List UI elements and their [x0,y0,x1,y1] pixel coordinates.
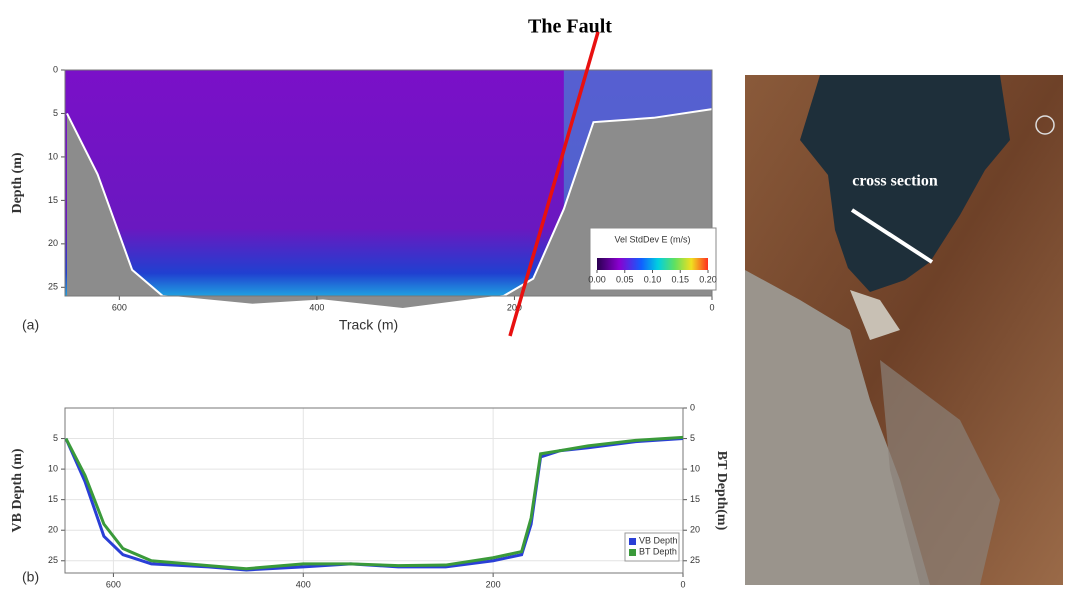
x-tick-label: 600 [106,579,121,589]
x-axis-label: Track (m) [339,317,398,333]
x-tick-label: 0 [709,302,714,312]
y-tick-label: 20 [48,238,58,248]
colorbar-tick-label: 0.05 [616,274,634,284]
figure: The Fault (a) (b) cross section 600 400 20… [0,0,1067,593]
y-tick-label: 10 [48,463,58,473]
colorbar [597,258,708,270]
figure-title: The Fault [528,16,612,38]
plot-bg [65,408,683,573]
y2-axis-label: BT Depth(m) [714,451,729,531]
y2-tick-label: 15 [690,494,700,504]
y-axis-label: VB Depth (m) [10,448,25,532]
y2-tick-label: 0 [690,402,695,412]
y-tick-label: 5 [53,433,58,443]
y2-tick-label: 10 [690,463,700,473]
legend-swatch [629,549,636,556]
map [745,75,1063,585]
y-tick-label: 10 [48,151,58,161]
y2-tick-label: 20 [690,525,700,535]
legend-swatch [629,538,636,545]
x-tick-label: 0 [680,579,685,589]
y-tick-label: 20 [48,525,58,535]
x-tick-label: 600 [112,302,127,312]
y-tick-label: 25 [48,282,58,292]
x-tick-label: 200 [486,579,501,589]
colorbar-label: Vel StdDev E (m/s) [614,234,690,244]
colorbar-tick-label: 0.10 [644,274,662,284]
panel-label: (a) [22,317,39,333]
colorbar-tick-label: 0.20 [699,274,717,284]
x-tick-label: 400 [309,302,324,312]
y2-tick-label: 25 [690,555,700,565]
legend-label: BT Depth [639,546,677,556]
colorbar-tick-label: 0.15 [671,274,689,284]
colorbar-tick-label: 0.00 [588,274,606,284]
y-tick-label: 15 [48,494,58,504]
y-tick-label: 25 [48,555,58,565]
y-tick-label: 15 [48,195,58,205]
y-axis-label: Depth (m) [10,152,25,213]
y-tick-label: 5 [53,108,58,118]
legend-label: VB Depth [639,535,678,545]
x-tick-label: 400 [296,579,311,589]
y2-tick-label: 5 [690,433,695,443]
y-tick-label: 0 [53,64,58,74]
map-label: cross section [852,173,938,190]
panel-label: (b) [22,569,39,585]
